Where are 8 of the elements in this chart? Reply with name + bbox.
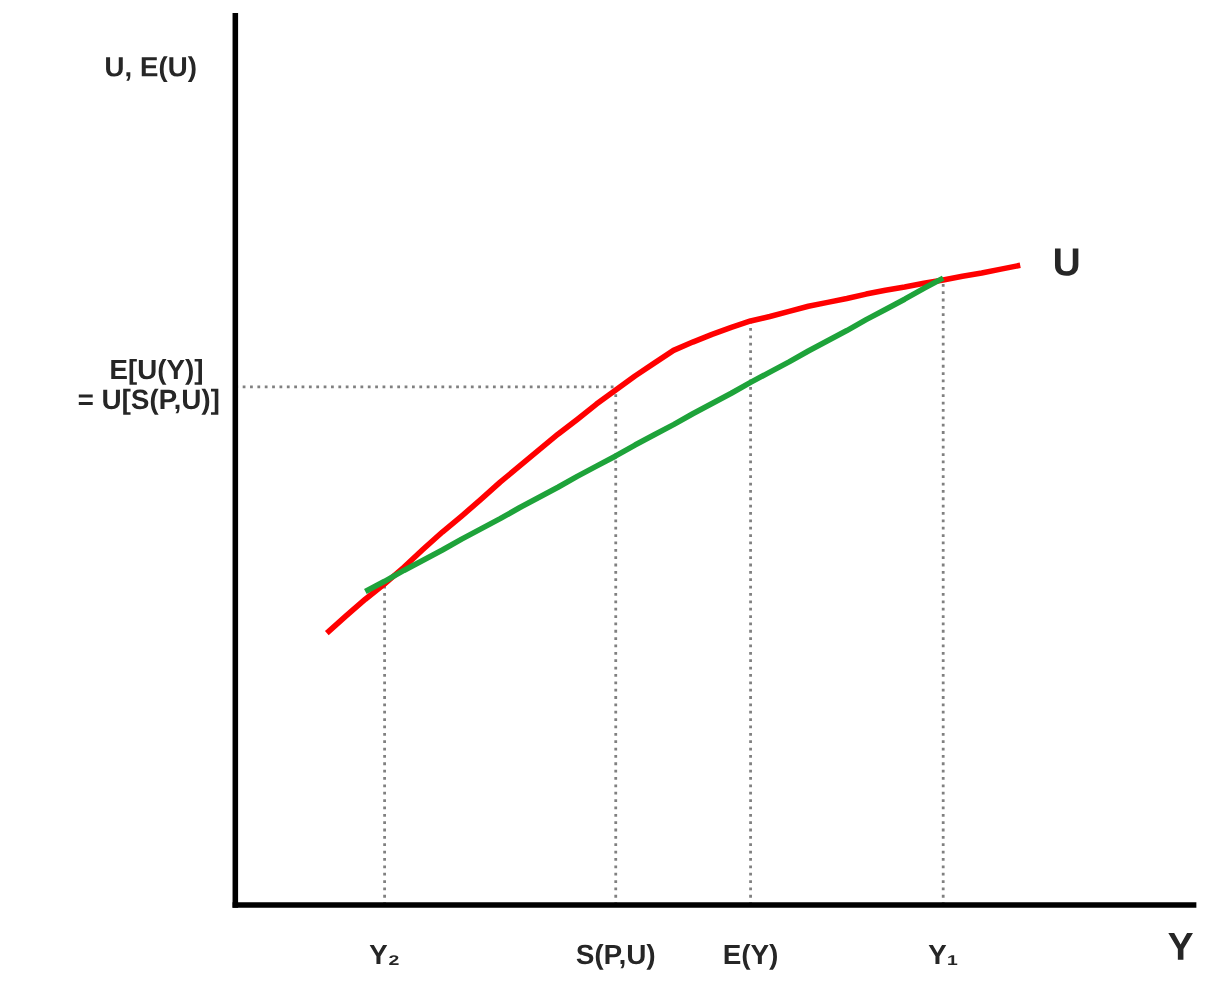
x-tick-label: Y₁ (928, 944, 958, 965)
x-tick-label: S(P,U) (576, 943, 655, 970)
x-tick-label: E(Y) (724, 943, 777, 970)
text: U, E(U) (106, 56, 196, 83)
x-tick-label: Y₂ (369, 944, 399, 965)
x-axis-title: Y (1168, 933, 1193, 960)
series-label: U (1054, 248, 1079, 276)
ref-line-label: E[U(Y)] = U[S(P,U)] (78, 358, 219, 415)
